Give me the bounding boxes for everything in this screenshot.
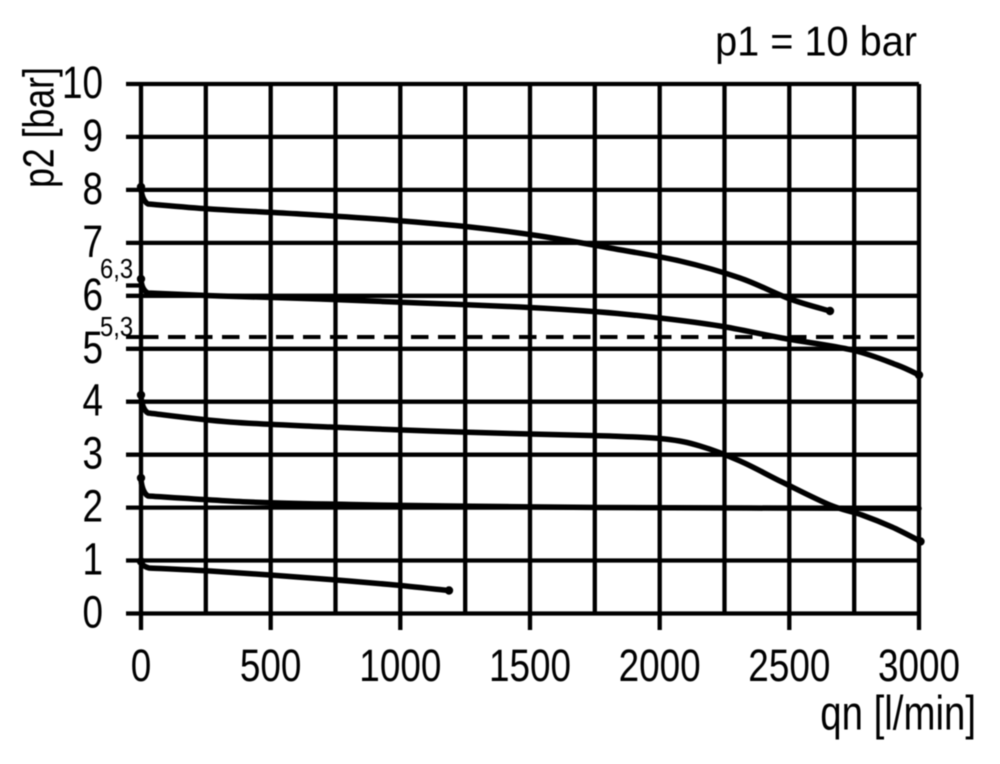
svg-text:6: 6 — [82, 269, 103, 319]
svg-text:0: 0 — [131, 641, 152, 691]
svg-text:2000: 2000 — [619, 641, 701, 691]
svg-text:p1 = 10 bar: p1 = 10 bar — [715, 17, 917, 64]
svg-text:500: 500 — [240, 641, 302, 691]
svg-text:p2 [bar]: p2 [bar] — [15, 67, 63, 188]
svg-text:1500: 1500 — [489, 641, 571, 691]
svg-text:6,3: 6,3 — [100, 252, 133, 284]
svg-text:5,3: 5,3 — [100, 310, 133, 342]
svg-text:4: 4 — [82, 375, 103, 425]
svg-text:7: 7 — [82, 216, 103, 266]
svg-text:1: 1 — [82, 534, 103, 584]
svg-text:3000: 3000 — [878, 641, 960, 691]
svg-text:3: 3 — [82, 428, 103, 478]
svg-text:9: 9 — [82, 110, 103, 160]
svg-text:1000: 1000 — [359, 641, 441, 691]
svg-text:10: 10 — [62, 58, 103, 108]
svg-text:2: 2 — [82, 481, 103, 531]
svg-text:8: 8 — [82, 163, 103, 213]
svg-text:qn [l/min]: qn [l/min] — [820, 688, 976, 741]
svg-text:5: 5 — [82, 322, 103, 372]
svg-text:2500: 2500 — [748, 641, 830, 691]
svg-text:0: 0 — [82, 587, 103, 637]
